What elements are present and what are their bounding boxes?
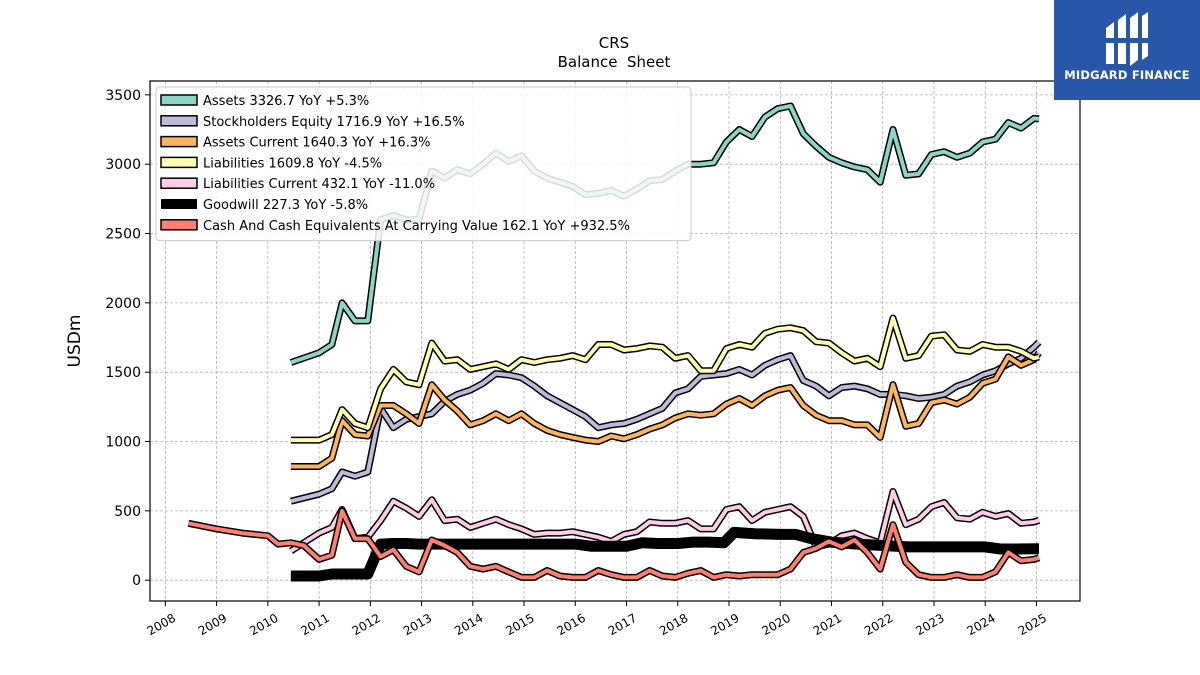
legend-box	[155, 86, 692, 242]
x-tick-label: 2016	[555, 611, 588, 638]
x-tick-label: 2024	[964, 611, 997, 638]
x-tick-label: 2015	[503, 611, 536, 638]
y-tick-label: 3000	[105, 157, 141, 173]
chart-subtitle: Balance Sheet	[558, 53, 671, 71]
x-tick-label: 2025	[1016, 611, 1049, 638]
x-tick-label: 2021	[811, 611, 844, 638]
legend-label: Cash And Cash Equivalents At Carrying Va…	[203, 219, 630, 234]
legend-item: Assets 3326.7 YoY +5.3%	[160, 94, 369, 109]
x-tick-label: 2013	[401, 611, 434, 638]
series-line	[290, 339, 1042, 505]
legend-item: Liabilities 1609.8 YoY -4.5%	[160, 156, 382, 171]
legend-label: Stockholders Equity 1716.9 YoY +16.5%	[203, 115, 465, 130]
legend-label: Assets 3326.7 YoY +5.3%	[203, 94, 369, 109]
legend-label: Assets Current 1640.3 YoY +16.3%	[203, 136, 430, 151]
legend-swatch	[160, 219, 198, 231]
y-tick-label: 2500	[105, 227, 141, 243]
legend-item: Assets Current 1640.3 YoY +16.3%	[160, 135, 430, 151]
series-stroke	[290, 528, 1040, 580]
series-stroke	[290, 351, 1041, 469]
legend-item: Cash And Cash Equivalents At Carrying Va…	[160, 219, 630, 234]
y-tick-label: 3500	[105, 88, 141, 104]
legend-swatch	[160, 94, 198, 106]
chart-title: CRS	[599, 34, 629, 52]
x-tick-label: 2010	[247, 611, 280, 638]
legend-item: Liabilities Current 432.1 YoY -11.0%	[160, 177, 435, 192]
series-stroke	[290, 340, 1041, 504]
y-tick-label: 1500	[105, 365, 141, 381]
series-line	[187, 507, 1041, 581]
series-stroke	[188, 508, 1040, 580]
legend-label: Goodwill 227.3 YoY -5.8%	[203, 198, 368, 213]
brand-logo: MIDGARD FINANCE	[1054, 0, 1200, 100]
legend-swatch	[160, 135, 198, 148]
legend-item: Goodwill 227.3 YoY -5.8%	[161, 198, 368, 213]
series-outline	[290, 526, 1040, 582]
plot-frame	[149, 80, 1081, 602]
legend-swatch	[160, 156, 198, 169]
series-stroke	[290, 316, 1040, 443]
x-tick-label: 2011	[298, 611, 331, 638]
x-tick-label: 2012	[350, 611, 383, 638]
x-tick-label: 2014	[452, 611, 485, 638]
x-tick-label: 2018	[657, 611, 690, 638]
x-tick-label: 2023	[913, 611, 946, 638]
legend-label: Liabilities Current 432.1 YoY -11.0%	[203, 177, 435, 192]
series-line	[290, 350, 1042, 470]
y-tick-label: 0	[132, 573, 141, 589]
brand-name: MIDGARD FINANCE	[1064, 68, 1190, 82]
x-tick-label: 2009	[196, 611, 229, 638]
legend-label: Liabilities 1609.8 YoY -4.5%	[203, 156, 382, 171]
legend-swatch	[160, 177, 198, 189]
legend-swatch	[160, 115, 198, 127]
x-tick-label: 2017	[606, 611, 639, 638]
series-stroke	[289, 489, 1040, 553]
x-tick-label: 2022	[862, 611, 895, 638]
y-tick-label: 2000	[105, 296, 141, 312]
series-line	[290, 314, 1040, 444]
x-tick-label: 2008	[145, 611, 178, 638]
legend: Assets 3326.7 YoY +5.3% Stockholders Equi…	[155, 86, 692, 242]
brand-logo-icon	[1106, 12, 1148, 66]
series-line	[289, 488, 1041, 555]
legend-item: Stockholders Equity 1716.9 YoY +16.5%	[160, 115, 465, 130]
x-tick-label: 2019	[708, 611, 741, 638]
x-tick-label: 2020	[760, 611, 793, 638]
plot-area: 0 500 1000 1500 2000 2500 3000 3500 2008 2009 2010…	[105, 80, 1081, 638]
series-line	[290, 526, 1040, 582]
y-tick-label: 1000	[105, 435, 141, 451]
legend-swatch	[161, 199, 197, 209]
y-axis-label: USDm	[65, 315, 85, 368]
y-tick-label: 500	[114, 504, 141, 520]
